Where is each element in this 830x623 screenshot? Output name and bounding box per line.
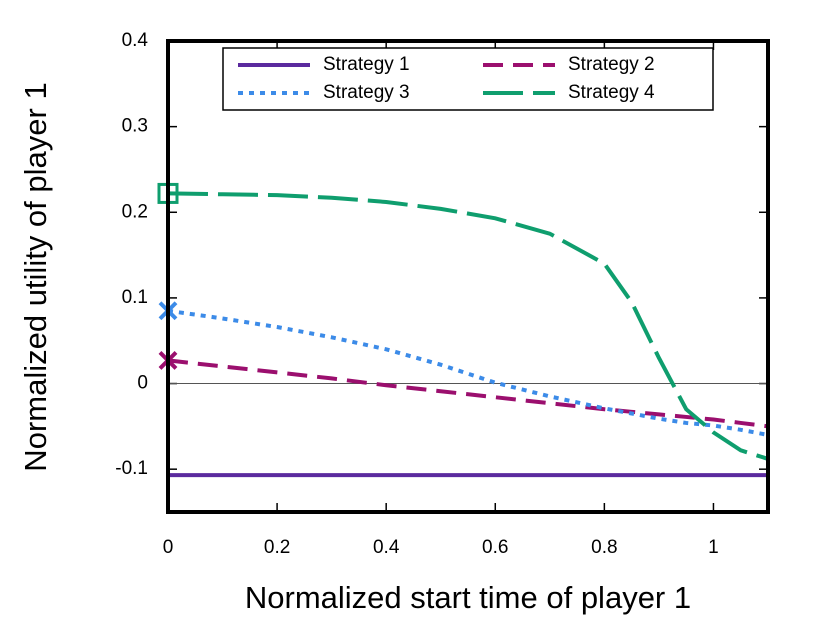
legend-label: Strategy 1	[323, 54, 410, 75]
y-tick-label: 0	[137, 373, 148, 394]
x-axis-label: Normalized start time of player 1	[245, 580, 691, 615]
series-line	[167, 358, 769, 429]
y-tick-label: -0.1	[115, 458, 148, 479]
y-tick-label: 0.2	[122, 201, 148, 222]
x-tick-label: 0.2	[264, 537, 290, 558]
legend: Strategy 1 Strategy 2 Strategy 3 Strategy 4	[222, 47, 714, 111]
legend-label: Strategy 3	[323, 82, 410, 103]
y-tick-label: 0.3	[122, 116, 148, 137]
y-tick-label: 0.1	[122, 287, 148, 308]
series-line	[167, 191, 769, 461]
legend-box	[222, 47, 714, 111]
legend-label: Strategy 4	[568, 82, 655, 103]
y-axis-label: Normalized utility of player 1	[18, 82, 53, 471]
plot-frame	[166, 39, 770, 514]
x-tick-label: 0.6	[482, 537, 508, 558]
x-tick-label: 0.4	[373, 537, 400, 558]
x-tick-label: 1	[708, 537, 719, 558]
legend-label: Strategy 2	[568, 54, 655, 75]
x-tick-label: 0	[163, 537, 174, 558]
y-tick-label: 0.4	[122, 30, 149, 51]
x-tick-label: 0.8	[591, 537, 617, 558]
